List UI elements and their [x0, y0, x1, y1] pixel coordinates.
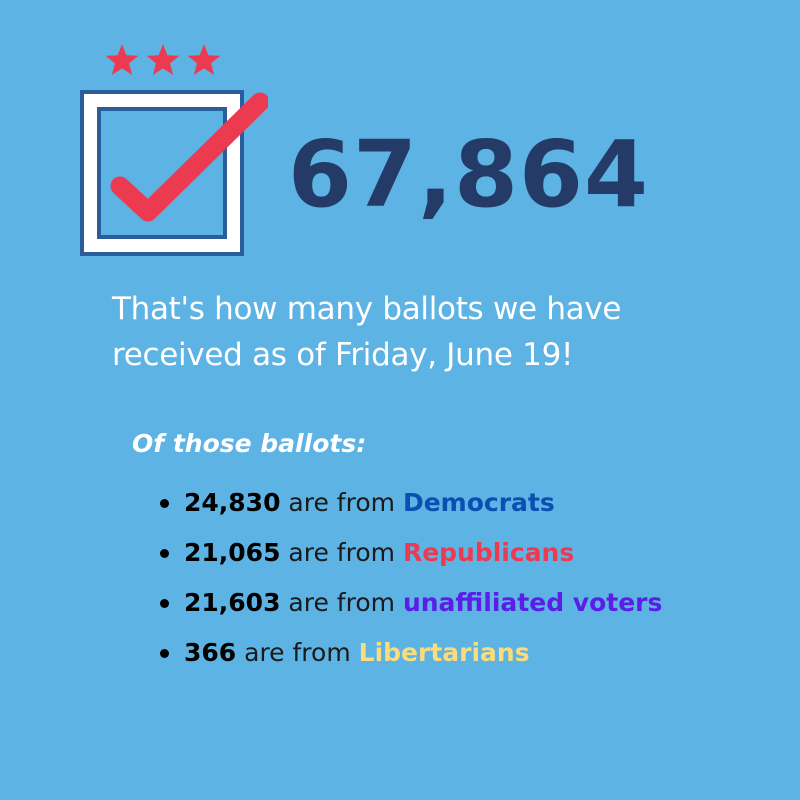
checkbox-check-icon: [80, 90, 268, 256]
list-item-democrats: 24,830 are from Democrats: [160, 478, 662, 528]
three-stars-icon: [105, 44, 221, 75]
item-group: Libertarians: [358, 638, 530, 667]
item-connector: are from: [280, 538, 403, 567]
list-item-republicans: 21,065 are from Republicans: [160, 528, 662, 578]
breakdown-heading: Of those ballots:: [132, 429, 367, 458]
list-item-unaffiliated: 21,603 are from unaffiliated voters: [160, 578, 662, 628]
intro-line-2: received as of Friday, June 19!: [112, 337, 574, 373]
item-count: 24,830: [184, 488, 281, 517]
star-icon: [146, 44, 180, 75]
bullet-icon: [160, 649, 169, 658]
bullet-icon: [160, 549, 169, 558]
item-count: 21,603: [184, 588, 281, 617]
star-icon: [105, 44, 139, 75]
bullet-icon: [160, 499, 169, 508]
check-mark-icon: [110, 92, 268, 222]
item-count: 21,065: [184, 538, 281, 567]
item-connector: are from: [236, 638, 359, 667]
item-group: Republicans: [402, 538, 575, 567]
item-group: unaffiliated voters: [402, 588, 663, 617]
item-connector: are from: [280, 488, 403, 517]
item-count: 366: [184, 638, 237, 667]
ballot-total: 67,864: [288, 121, 650, 228]
party-breakdown-list: 24,830 are from Democrats 21,065 are fro…: [160, 478, 662, 678]
bullet-icon: [160, 599, 169, 608]
intro-line-1: That's how many ballots we have: [112, 291, 622, 327]
intro-text: That's how many ballots we have received…: [112, 286, 752, 378]
list-item-libertarians: 366 are from Libertarians: [160, 628, 662, 678]
checkbox-inner-frame: [97, 107, 227, 239]
item-group: Democrats: [402, 488, 555, 517]
item-connector: are from: [280, 588, 403, 617]
star-icon: [187, 44, 221, 75]
